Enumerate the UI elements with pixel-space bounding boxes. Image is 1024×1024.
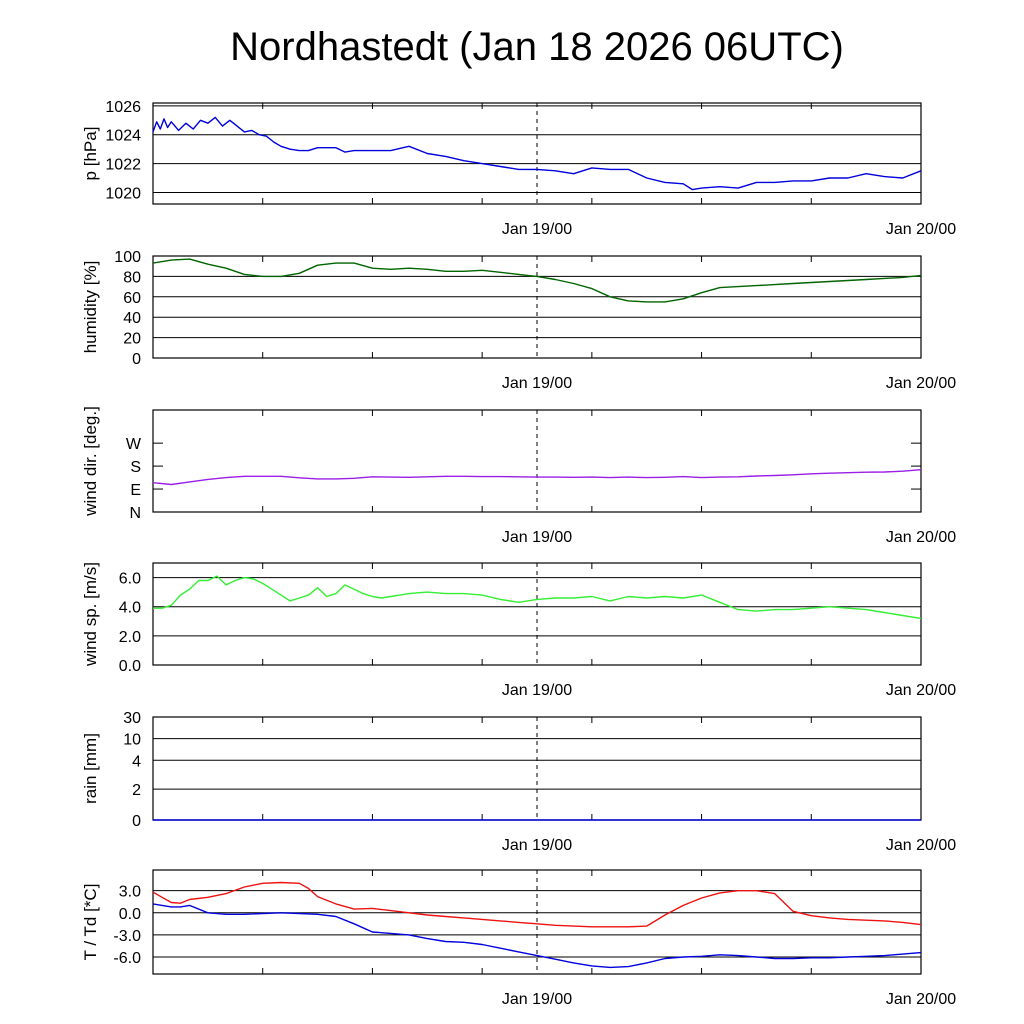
rain-xtick-label: Jan 19/00 (502, 837, 572, 854)
temperature-ytick-label: 3.0 (119, 884, 141, 901)
pressure-ytick-label: 1022 (105, 157, 141, 174)
pressure-series-pressure (152, 116, 922, 191)
wind_speed-ytick-label: 6.0 (119, 571, 141, 588)
humidity-ylabel: humidity [%] (81, 261, 100, 354)
temperature-ytick-label: -3.0 (113, 928, 141, 945)
wind_speed-ylabel: wind sp. [m/s] (81, 562, 100, 667)
panel-wind_speed: 0.0 2.0 4.0 6.0 Jan 19/00 Jan 20/00 wind sp. [… (81, 562, 956, 699)
wind_speed-xtick-label: Jan 20/00 (886, 682, 956, 699)
wind_speed-ytick-label: 2.0 (119, 629, 141, 646)
wind_dir-ylabel: wind dir. [deg.] (81, 406, 100, 517)
wind_speed-series-wind-speed (153, 575, 922, 620)
temperature-ylabel: T / Td [*C] (81, 884, 100, 961)
humidity-ytick-label: 20 (123, 331, 141, 348)
temperature-ytick-label: -6.0 (113, 950, 141, 967)
pressure-xtick-label: Jan 20/00 (886, 221, 956, 238)
humidity-xtick-label: Jan 20/00 (886, 375, 956, 392)
temperature-xtick-label: Jan 20/00 (886, 991, 956, 1008)
pressure-ytick-label: 1024 (105, 128, 141, 145)
panel-humidity: 0 20 40 60 80 100 Jan 19/00 Jan 20/00 humidity [… (81, 249, 956, 392)
rain-ytick-label: 4 (132, 753, 141, 770)
rain-ytick-label: 0 (132, 813, 141, 830)
humidity-xtick-label: Jan 19/00 (502, 375, 572, 392)
rain-ytick-label: 10 (123, 732, 141, 749)
wind_dir-ytick-label: N (129, 505, 141, 522)
temperature-series-dewpoint (152, 903, 922, 969)
temperature-series-temperature (152, 881, 922, 928)
wind_dir-ytick-label: W (126, 436, 142, 453)
wind_dir-ytick-label: E (130, 482, 141, 499)
humidity-ytick-label: 0 (132, 351, 141, 368)
pressure-ytick-label: 1026 (105, 99, 141, 116)
wind_dir-xtick-label: Jan 19/00 (502, 529, 572, 546)
pressure-xtick-label: Jan 19/00 (502, 221, 572, 238)
rain-ytick-label: 30 (123, 710, 141, 727)
humidity-ytick-label: 80 (123, 269, 141, 286)
wind_speed-xtick-label: Jan 19/00 (502, 682, 572, 699)
temperature-xtick-label: Jan 19/00 (502, 991, 572, 1008)
humidity-series-humidity (152, 258, 922, 303)
wind_speed-ytick-label: 4.0 (119, 600, 141, 617)
rain-ylabel: rain [mm] (81, 733, 100, 804)
wind_speed-ytick-label: 0.0 (119, 658, 141, 675)
pressure-ytick-label: 1020 (105, 185, 141, 202)
panel-pressure: 1020 1022 1024 1026 Jan 19/00 Jan 20/00 p [hPa… (81, 99, 956, 238)
humidity-ytick-label: 60 (123, 290, 141, 307)
humidity-ytick-label: 100 (114, 249, 141, 266)
pressure-ylabel: p [hPa] (81, 127, 100, 181)
humidity-ytick-label: 40 (123, 310, 141, 327)
panel-rain: 0 2 4 10 30 Jan 19/00 Jan 20/00 rain [mm] (81, 710, 956, 854)
rain-ytick-label: 2 (132, 782, 141, 799)
wind_dir-xtick-label: Jan 20/00 (886, 529, 956, 546)
wind_dir-ytick-label: S (130, 459, 141, 476)
temperature-ytick-label: 0.0 (119, 906, 141, 923)
wind_dir-series-wind-direction (152, 469, 922, 486)
chart-title: Nordhastedt (Jan 18 2026 06UTC) (230, 25, 844, 69)
panel-temperature: -6.0 -3.0 0.0 3.0 Jan 19/00 Jan 20/00 T / Td [… (81, 869, 956, 1008)
rain-xtick-label: Jan 20/00 (886, 837, 956, 854)
